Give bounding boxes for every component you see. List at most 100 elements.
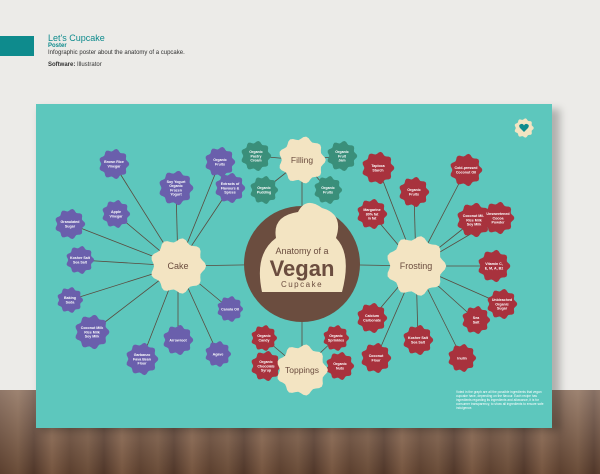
topping-ingredient-shape: [251, 350, 282, 382]
filling-ingredient-label-line: Fruit: [338, 154, 347, 158]
frosting-ingredient: Cold-pressed Coconut Oil: [450, 153, 483, 187]
section-tab-marker: [0, 36, 34, 56]
frosting-ingredient-label-line: Kosher Salt: [408, 336, 429, 340]
frosting-ingredient-shape: [487, 288, 518, 320]
frosting-ingredient-label-line: Unsweetened: [486, 212, 509, 216]
frosting-ingredient-label-line: Starch: [372, 168, 383, 172]
filling-ingredient: Organic Fruit Jam: [327, 140, 358, 172]
cake-ingredient-shape: [215, 172, 246, 204]
cake-ingredient-shape: [57, 287, 84, 313]
frosting-ingredient-label: Coconut Milk Rice Milk Soy Milk: [463, 214, 486, 226]
frosting-ingredient: Tapioca Starch: [362, 151, 395, 185]
cake-ingredient-label-line: Brown Rice: [104, 160, 124, 164]
cake-ingredient-label-line: Baking: [64, 296, 76, 300]
cake-ingredient-shape: [205, 341, 232, 367]
cake-ingredient-shape: [205, 146, 236, 178]
frosting-ingredient-label-line: Organic: [495, 302, 509, 306]
cake-ingredient-label: Agave: [213, 352, 224, 356]
frosting-ingredient-label: Sea Salt: [473, 316, 480, 324]
cake-ingredient-shape: [217, 296, 244, 322]
cake-ingredient-label: Coconut Milk Rice Milk Soy Milk: [81, 326, 104, 338]
frosting-ingredient-label-line: Calcium: [365, 314, 379, 318]
frosting-ingredient-label: Unsweetened Cocoa Powder: [486, 212, 509, 224]
cake-ingredient-label-line: Fruits: [215, 162, 225, 166]
software-label: Software:: [48, 62, 76, 69]
frosting-ingredient: Vitamin C, E, M, A, B2: [478, 249, 511, 283]
filling-ingredient-shape: [327, 140, 358, 172]
cake-ingredient-label-line: Apple: [111, 210, 121, 214]
frosting-ingredient-label-line: Margarine: [363, 208, 380, 212]
filling-ingredient-shape: [241, 140, 272, 172]
project-type: Poster: [48, 43, 67, 50]
topping-ingredient-label-line: Organic: [259, 360, 273, 364]
frosting-ingredient-shape: [357, 198, 388, 230]
cake-ingredient: Granulated Sugar: [55, 208, 86, 240]
frosting-ingredient-label-line: Sea Salt: [411, 340, 426, 344]
software-value: Illustrator: [77, 62, 102, 69]
cake-ingredient-shape: [159, 170, 194, 206]
topping-ingredient-label-line: Chocolate: [257, 364, 274, 368]
frosting-ingredient-shape: [399, 176, 430, 208]
frosting-ingredient-label-line: Coconut Oil: [456, 170, 476, 174]
cake-ingredient-label-line: Kosher Salt: [70, 256, 91, 260]
cake-ingredient: Arrowroot: [163, 324, 194, 356]
frosting-ingredient-shape: [457, 202, 492, 238]
frosting-ingredient-label: Unbleached Organic Sugar: [492, 298, 512, 310]
cake-ingredient: Soy Yogurt Organic Frozen Yogurt: [159, 170, 194, 206]
cake-ingredient-label: Extracts of Flavours & Spices: [221, 182, 240, 194]
cake-ingredient-label-line: Flour: [138, 361, 148, 365]
cake-ingredient-shape: [126, 342, 159, 376]
filling-ingredient: Organic Pastry Cream: [241, 140, 272, 172]
cake-ingredient-label-line: Coconut Milk: [81, 326, 104, 330]
topping-ingredient-shape: [323, 325, 350, 351]
filling-ingredient-label-line: Organic: [249, 150, 263, 154]
cake-ingredient-label-line: Organic: [213, 158, 227, 162]
cake-ingredient-label-line: Garbanzo: [134, 353, 151, 357]
frosting-ingredient-label-line: Cocoa: [493, 216, 505, 220]
cake-ingredient-label-line: Granulated: [61, 220, 80, 224]
frosting-ingredient-label: Coconut Flour: [369, 354, 384, 362]
filling-ingredient-label-line: Organic: [335, 150, 349, 154]
heart-badge: [514, 118, 534, 138]
frosting-ingredient-label: Kosher Salt Sea Salt: [408, 336, 429, 344]
topping-ingredient-label-line: Organic: [333, 362, 347, 366]
frosting-ingredient-label-line: Carbonate: [363, 318, 381, 322]
cake-ingredient: Extracts of Flavours & Spices: [215, 172, 246, 204]
project-description: Infographic poster about the anatomy of …: [48, 49, 185, 56]
filling-ingredient-label-line: Pastry: [251, 154, 262, 158]
filling-ingredient-label-line: Organic: [321, 186, 335, 190]
hub-frosting: Frosting: [387, 236, 447, 296]
frosting-ingredient-label: Tapioca Starch: [371, 164, 385, 172]
frosting-ingredient: Organic Fruits: [399, 176, 430, 208]
frosting-ingredient: Unsweetened Cocoa Powder: [482, 201, 515, 235]
topping-ingredient-label: Organic Candy: [257, 334, 271, 342]
software-line: Software: Illustrator: [48, 62, 188, 68]
frosting-ingredient-label-line: Sugar: [497, 306, 508, 310]
frosting-ingredient-label: Calcium Carbonate: [363, 314, 381, 322]
frosting-ingredient: Coconut Flour: [361, 342, 392, 374]
frosting-ingredient-label-line: 80% fat: [366, 212, 379, 216]
frosting-ingredient-label: Cold-pressed Coconut Oil: [455, 166, 478, 174]
frosting-ingredient-label-line: Flour: [372, 358, 382, 362]
frosting-ingredient-label-line: E, M, A, B2: [485, 266, 503, 270]
cake-ingredient-label-line: Fava Bean: [133, 357, 151, 361]
hub-frosting-label: Frosting: [400, 261, 433, 271]
cake-ingredient-label-line: Organic: [169, 184, 183, 188]
project-caption: Let's Cupcake Poster Infographic poster …: [48, 33, 188, 68]
filling-ingredient-label-line: Cream: [250, 158, 261, 162]
cake-ingredient-label: Kosher Salt Sea Salt: [70, 256, 91, 264]
frosting-ingredient-shape: [357, 302, 388, 334]
cake-ingredient-label: Garbanzo Fava Bean Flour: [133, 353, 151, 365]
cake-ingredient: Garbanzo Fava Bean Flour: [126, 342, 159, 376]
cake-ingredient-label-line: Sea Salt: [73, 260, 88, 264]
frosting-ingredient-shape: [448, 344, 477, 372]
filling-ingredient-label-line: Organic: [257, 186, 271, 190]
frosting-ingredient-shape: [403, 324, 434, 356]
hub-cake-shape: [151, 238, 207, 294]
frosting-ingredient-label-line: Vitamin C,: [485, 262, 503, 266]
topping-ingredient-label-line: Organic: [257, 334, 271, 338]
cake-ingredient-shape: [55, 208, 86, 240]
frosting-ingredient-label: Organic Fruits: [407, 188, 421, 196]
topping-ingredient-label: Organic Sprinkles: [328, 334, 344, 342]
